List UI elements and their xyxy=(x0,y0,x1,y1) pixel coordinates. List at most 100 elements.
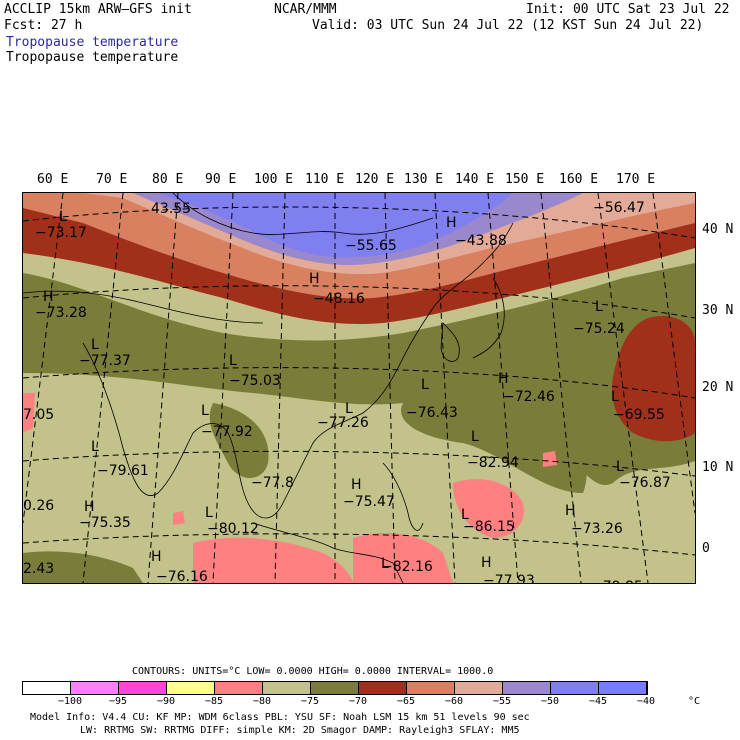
color-bar-swatch xyxy=(311,682,359,694)
lat-label: 20 N xyxy=(702,380,734,395)
temperature-value-label: −75.24 xyxy=(573,321,625,337)
shade-minus80-to-minus85 xyxy=(173,511,185,525)
color-bar-tick-label: −45 xyxy=(588,696,608,707)
pressure-center-marker: L xyxy=(201,403,209,419)
temperature-value-label: −76.87 xyxy=(619,475,671,491)
lon-label: 80 E xyxy=(152,172,184,187)
temperature-value-label: −69.55 xyxy=(613,407,665,423)
color-bar-swatch xyxy=(359,682,407,694)
lat-label: 30 N xyxy=(702,303,734,318)
color-bar-tick-label: −40 xyxy=(636,696,656,707)
temperature-value-label: −73.26 xyxy=(571,521,623,537)
pressure-center-marker: L xyxy=(595,299,603,315)
temperature-value-label: −77.93 xyxy=(483,573,535,583)
graticule-line xyxy=(652,193,695,514)
shade-minus80-to-minus85 xyxy=(453,479,524,538)
temperature-value-label: 2.43 xyxy=(23,561,54,577)
graticule-line xyxy=(23,285,695,319)
coastline-korea xyxy=(440,322,460,362)
graticule-line xyxy=(274,193,286,583)
temperature-value-label: −76.16 xyxy=(156,569,208,583)
lat-label: 10 N xyxy=(702,460,734,475)
pressure-center-marker: H xyxy=(565,503,576,519)
graticule-line xyxy=(23,533,695,556)
pressure-center-marker: H xyxy=(84,499,95,515)
color-bar-tick-label: −90 xyxy=(156,696,176,707)
lon-label: 130 E xyxy=(404,172,444,187)
temperature-value-label: −77.26 xyxy=(317,415,369,431)
coastline-philippines xyxy=(382,462,424,531)
shade-olive-patch xyxy=(209,403,269,478)
color-bar-tick-label: −100 xyxy=(57,696,83,707)
model-title: ACCLIP 15km ARW–GFS init xyxy=(4,2,192,17)
color-bar-swatch xyxy=(503,682,551,694)
temperature-value-label: −77.92 xyxy=(201,424,253,440)
color-bar-tick-label: −85 xyxy=(204,696,224,707)
graticule-line xyxy=(487,193,519,583)
pressure-center-marker: L xyxy=(471,429,479,445)
pressure-center-marker: H xyxy=(151,549,162,565)
pressure-center-marker: L xyxy=(205,505,213,521)
graticule-line xyxy=(147,193,179,583)
pressure-center-marker: H xyxy=(43,289,54,305)
color-bar-swatch xyxy=(407,682,455,694)
pressure-center-marker: L xyxy=(91,337,99,353)
organization: NCAR/MMM xyxy=(274,2,337,17)
color-bar-swatch xyxy=(23,682,71,694)
pressure-center-marker: L xyxy=(91,439,99,455)
color-bar-tick-label: −95 xyxy=(108,696,128,707)
color-bar xyxy=(22,681,648,695)
shade-minus80-to-minus85 xyxy=(23,393,35,433)
shade-minus80-to-minus85 xyxy=(193,537,353,583)
border-line xyxy=(172,193,434,235)
color-bar-tick-label: −65 xyxy=(396,696,416,707)
tropopause-temperature-map: L−73.1743.55−55.65H−43.88−56.47H−48.16H−… xyxy=(23,193,695,583)
map-labels: L−73.1743.55−55.65H−43.88−56.47H−48.16H−… xyxy=(23,200,671,583)
temperature-value-label: −73.28 xyxy=(35,305,87,321)
pressure-center-marker: L xyxy=(616,459,624,475)
pressure-center-marker: H xyxy=(446,215,457,231)
lon-label: 120 E xyxy=(355,172,395,187)
lon-label: 140 E xyxy=(455,172,495,187)
temperature-value-label: 7.05 xyxy=(23,407,54,423)
color-bar-swatch xyxy=(119,682,167,694)
shade-typhoon-warm-core xyxy=(612,315,695,442)
pressure-center-marker: L xyxy=(611,389,619,405)
border-line xyxy=(23,290,264,324)
color-bar-swatch xyxy=(599,682,647,694)
temperature-value-label: −48.16 xyxy=(313,291,365,307)
lon-label: 70 E xyxy=(96,172,128,187)
lon-label: 60 E xyxy=(37,172,69,187)
physics-info: LW: RRTMG SW: RRTMG DIFF: simple KM: 2D … xyxy=(80,725,520,736)
pressure-center-marker: L xyxy=(461,507,469,523)
graticule-line xyxy=(434,193,456,583)
color-bar-tick-label: −70 xyxy=(348,696,368,707)
color-bar-swatch xyxy=(167,682,215,694)
color-bar-swatch xyxy=(215,682,263,694)
lat-label: 40 N xyxy=(702,222,734,237)
color-bar-tick-label: °C xyxy=(687,696,701,707)
color-bar-tick-label: −50 xyxy=(540,696,560,707)
coastline-borneo xyxy=(252,522,404,583)
pressure-center-marker: H xyxy=(351,477,362,493)
graticule-line xyxy=(384,193,396,583)
graticule-line xyxy=(212,193,234,583)
temperature-value-label: 43.55 xyxy=(151,201,191,217)
temperature-value-label: −77.37 xyxy=(79,353,131,369)
temperature-value-label: −43.88 xyxy=(455,233,507,249)
pressure-center-marker: L xyxy=(421,377,429,393)
temperature-value-label: −79.85 xyxy=(591,579,643,583)
temperature-value-label: −80.12 xyxy=(207,521,259,537)
field-title: Tropopause temperature xyxy=(6,50,179,65)
temperature-value-label: −75.35 xyxy=(79,515,131,531)
pressure-center-marker: H xyxy=(498,371,509,387)
pressure-center-marker: H xyxy=(481,555,492,571)
lon-label: 150 E xyxy=(505,172,545,187)
graticule xyxy=(23,193,695,583)
color-bar-tick-label: −55 xyxy=(492,696,512,707)
shade-olive-patch xyxy=(401,393,587,493)
color-bar-tick-label: −75 xyxy=(300,696,320,707)
color-bar-swatch xyxy=(551,682,599,694)
shade-minus80-to-minus85 xyxy=(543,451,557,467)
